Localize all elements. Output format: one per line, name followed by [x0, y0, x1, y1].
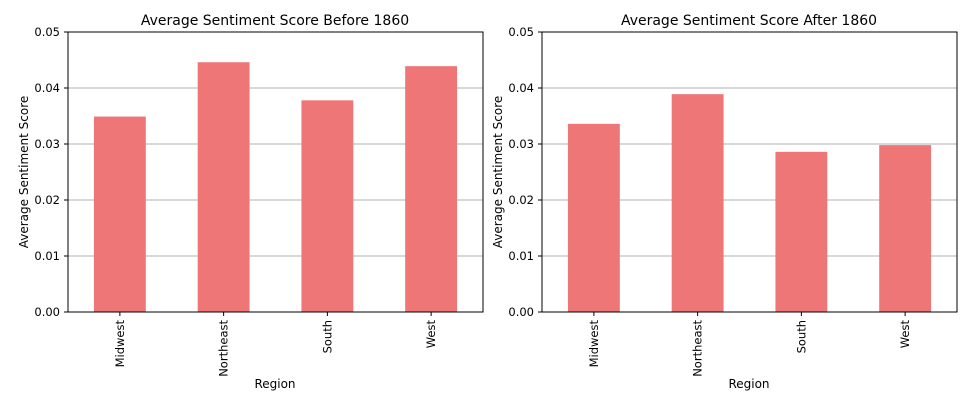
- y-tick-label: 0.04: [34, 81, 60, 95]
- bar-south: [775, 151, 828, 312]
- x-tick-label: Northeast: [217, 320, 231, 377]
- chart-title: Average Sentiment Score After 1860: [621, 13, 877, 29]
- x-tick-label: West: [898, 320, 912, 349]
- y-tick-label: 0.05: [508, 25, 534, 39]
- bar-south: [301, 100, 354, 312]
- y-tick-label: 0.05: [34, 25, 60, 39]
- y-tick-label: 0.02: [34, 193, 60, 207]
- bar-midwest: [93, 116, 146, 312]
- bar-west: [405, 66, 458, 312]
- y-tick-label: 0.03: [508, 137, 534, 151]
- plot-frame: [67, 31, 484, 313]
- x-tick-label: Northeast: [691, 320, 705, 377]
- bar-midwest: [567, 123, 620, 312]
- x-axis-label: Region: [728, 377, 769, 391]
- chart-panel-after-1860: Average Sentiment Score After 1860 Regio…: [491, 13, 958, 391]
- y-axis-label: Average Sentiment Score: [491, 96, 505, 249]
- x-tick-label: West: [424, 320, 438, 349]
- bar-west: [879, 145, 932, 312]
- x-axis-label: Region: [254, 377, 295, 391]
- x-tick-label: South: [794, 320, 808, 353]
- plot-frame: [541, 31, 958, 313]
- y-tick-label: 0.01: [508, 249, 534, 263]
- y-tick-label: 0.03: [34, 137, 60, 151]
- y-tick-label: 0.00: [34, 305, 60, 319]
- y-tick-label: 0.02: [508, 193, 534, 207]
- y-tick-label: 0.04: [508, 81, 534, 95]
- bar-northeast: [197, 62, 250, 312]
- chart-title: Average Sentiment Score Before 1860: [141, 13, 409, 29]
- y-tick-label: 0.01: [34, 249, 60, 263]
- y-axis-label: Average Sentiment Score: [17, 96, 31, 249]
- x-tick-label: Midwest: [113, 320, 127, 368]
- chart-panel-before-1860: Average Sentiment Score Before 1860 Regi…: [17, 13, 484, 391]
- y-tick-label: 0.00: [508, 305, 534, 319]
- bar-northeast: [671, 94, 724, 312]
- x-tick-label: South: [320, 320, 334, 353]
- x-tick-label: Midwest: [587, 320, 601, 368]
